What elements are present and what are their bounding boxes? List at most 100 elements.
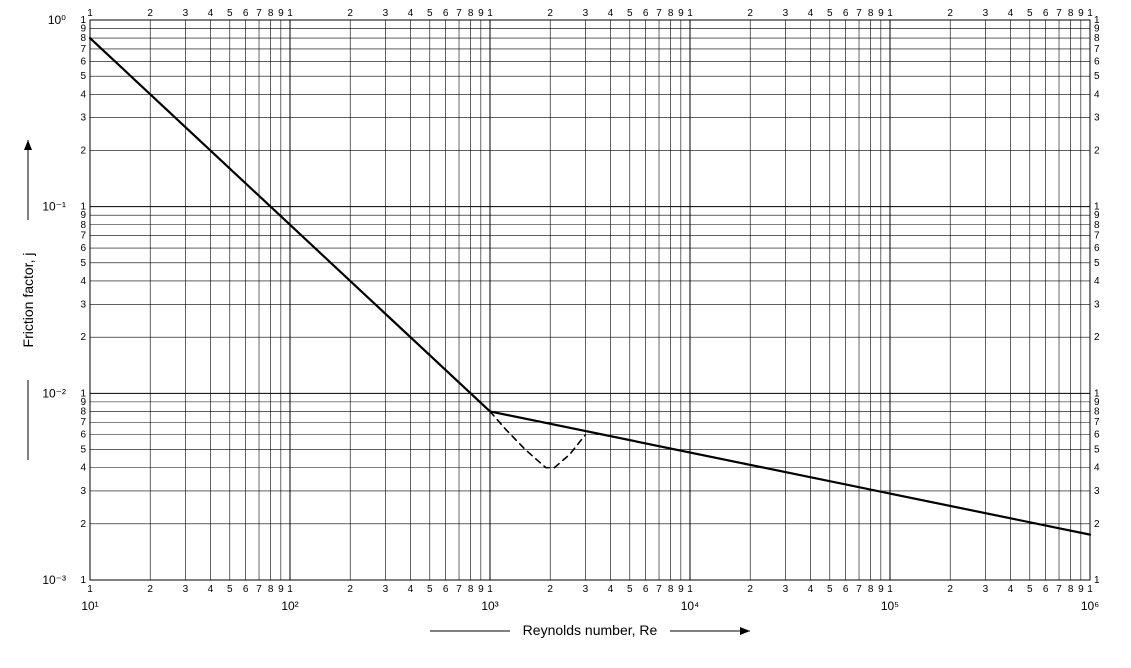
x-minor-tick-label-top: 1 [487, 8, 493, 19]
loglog-chart: 1122334455667788991122334455667788991122… [0, 0, 1131, 668]
y-minor-tick-label-right: 3 [1094, 113, 1100, 124]
x-minor-tick-label-bottom: 6 [443, 584, 449, 595]
x-major-tick-label: 10⁴ [681, 599, 700, 613]
x-minor-tick-label-top: 9 [478, 8, 484, 19]
x-minor-tick-label-top: 9 [878, 8, 884, 19]
x-minor-tick-label-top: 3 [583, 8, 589, 19]
y-minor-tick-label-left: 1 [80, 388, 86, 399]
x-minor-tick-label-top: 5 [227, 8, 233, 19]
x-minor-tick-label-bottom: 2 [747, 584, 753, 595]
y-minor-tick-label-left: 3 [80, 113, 86, 124]
y-minor-tick-label-left: 7 [80, 44, 86, 55]
y-minor-tick-label-left: 4 [80, 276, 86, 287]
x-minor-tick-label-bottom: 7 [656, 584, 662, 595]
x-minor-tick-label-bottom: 9 [1078, 584, 1084, 595]
x-minor-tick-label-bottom: 9 [678, 584, 684, 595]
x-minor-tick-label-top: 8 [868, 8, 874, 19]
x-minor-tick-label-bottom: 5 [627, 584, 633, 595]
x-minor-tick-label-top: 6 [1043, 8, 1049, 19]
x-minor-tick-label-bottom: 6 [843, 584, 849, 595]
y-minor-tick-label-right: 3 [1094, 299, 1100, 310]
x-minor-tick-label-bottom: 2 [547, 584, 553, 595]
y-minor-tick-label-right: 2 [1094, 332, 1100, 343]
y-minor-tick-label-left: 1 [80, 575, 86, 586]
y-minor-tick-label-right: 1 [1094, 575, 1100, 586]
x-minor-tick-label-top: 4 [208, 8, 214, 19]
x-minor-tick-label-top: 9 [278, 8, 284, 19]
x-minor-tick-label-bottom: 1 [87, 584, 93, 595]
x-minor-tick-label-bottom: 1 [687, 584, 693, 595]
x-major-tick-label: 10³ [481, 599, 498, 613]
x-minor-tick-label-top: 5 [627, 8, 633, 19]
x-minor-tick-label-top: 7 [656, 8, 662, 19]
x-minor-tick-label-bottom: 4 [808, 584, 814, 595]
x-minor-tick-label-top: 2 [747, 8, 753, 19]
y-minor-tick-label-left: 3 [80, 486, 86, 497]
x-minor-tick-label-bottom: 6 [243, 584, 249, 595]
y-minor-tick-label-left: 8 [80, 220, 86, 231]
x-minor-tick-label-bottom: 5 [427, 584, 433, 595]
x-minor-tick-label-top: 2 [547, 8, 553, 19]
y-minor-tick-label-left: 3 [80, 299, 86, 310]
x-minor-tick-label-bottom: 7 [256, 584, 262, 595]
x-minor-tick-label-top: 1 [687, 8, 693, 19]
x-minor-tick-label-top: 6 [243, 8, 249, 19]
x-major-tick-label: 10⁵ [881, 599, 899, 613]
x-major-tick-label: 10¹ [81, 599, 98, 613]
x-minor-tick-label-bottom: 3 [983, 584, 989, 595]
x-minor-tick-label-bottom: 8 [468, 584, 474, 595]
y-minor-tick-label-left: 5 [80, 71, 86, 82]
x-minor-tick-label-top: 8 [268, 8, 274, 19]
y-minor-tick-label-left: 8 [80, 33, 86, 44]
x-minor-tick-label-bottom: 4 [408, 584, 414, 595]
x-minor-tick-label-top: 7 [456, 8, 462, 19]
y-minor-tick-label-right: 6 [1094, 243, 1100, 254]
y-minor-tick-label-right: 2 [1094, 519, 1100, 530]
x-minor-tick-label-top: 3 [983, 8, 989, 19]
x-minor-tick-label-bottom: 3 [383, 584, 389, 595]
y-minor-tick-label-left: 2 [80, 145, 86, 156]
y-major-tick-label: 10⁻² [42, 386, 66, 400]
x-minor-tick-label-bottom: 2 [947, 584, 953, 595]
y-minor-tick-label-left: 8 [80, 406, 86, 417]
y-minor-tick-label-left: 4 [80, 89, 86, 100]
y-minor-tick-label-right: 8 [1094, 220, 1100, 231]
x-minor-tick-label-top: 7 [1056, 8, 1062, 19]
chart-container: 1122334455667788991122334455667788991122… [0, 0, 1131, 668]
x-minor-tick-label-top: 1 [1087, 8, 1093, 19]
x-minor-tick-label-bottom: 8 [268, 584, 274, 595]
x-minor-tick-label-bottom: 2 [147, 584, 153, 595]
x-minor-tick-label-bottom: 8 [668, 584, 674, 595]
y-minor-tick-label-right: 1 [1094, 202, 1100, 213]
y-major-tick-label: 10⁻³ [42, 573, 66, 587]
y-minor-tick-label-left: 1 [80, 202, 86, 213]
x-minor-tick-label-top: 1 [887, 8, 893, 19]
y-minor-tick-label-left: 7 [80, 231, 86, 242]
x-minor-tick-label-bottom: 2 [347, 584, 353, 595]
x-minor-tick-label-bottom: 3 [783, 584, 789, 595]
y-minor-tick-label-right: 5 [1094, 71, 1100, 82]
x-minor-tick-label-bottom: 6 [643, 584, 649, 595]
x-minor-tick-label-top: 4 [808, 8, 814, 19]
y-minor-tick-label-right: 4 [1094, 463, 1100, 474]
x-minor-tick-label-top: 8 [1068, 8, 1074, 19]
y-major-tick-label: 10⁻¹ [42, 200, 66, 214]
x-minor-tick-label-bottom: 1 [487, 584, 493, 595]
x-major-tick-label: 10⁶ [1081, 599, 1099, 613]
x-minor-tick-label-top: 3 [183, 8, 189, 19]
y-minor-tick-label-right: 6 [1094, 56, 1100, 67]
x-minor-tick-label-bottom: 1 [1087, 584, 1093, 595]
y-minor-tick-label-right: 1 [1094, 388, 1100, 399]
y-minor-tick-label-right: 2 [1094, 145, 1100, 156]
x-minor-tick-label-bottom: 1 [887, 584, 893, 595]
x-minor-tick-label-top: 8 [668, 8, 674, 19]
x-minor-tick-label-top: 7 [256, 8, 262, 19]
x-minor-tick-label-top: 9 [1078, 8, 1084, 19]
y-minor-tick-label-left: 6 [80, 243, 86, 254]
x-minor-tick-label-top: 1 [87, 8, 93, 19]
y-minor-tick-label-left: 7 [80, 417, 86, 428]
x-minor-tick-label-bottom: 9 [878, 584, 884, 595]
y-minor-tick-label-right: 1 [1094, 15, 1100, 26]
y-minor-tick-label-left: 6 [80, 430, 86, 441]
x-minor-tick-label-bottom: 4 [1008, 584, 1014, 595]
